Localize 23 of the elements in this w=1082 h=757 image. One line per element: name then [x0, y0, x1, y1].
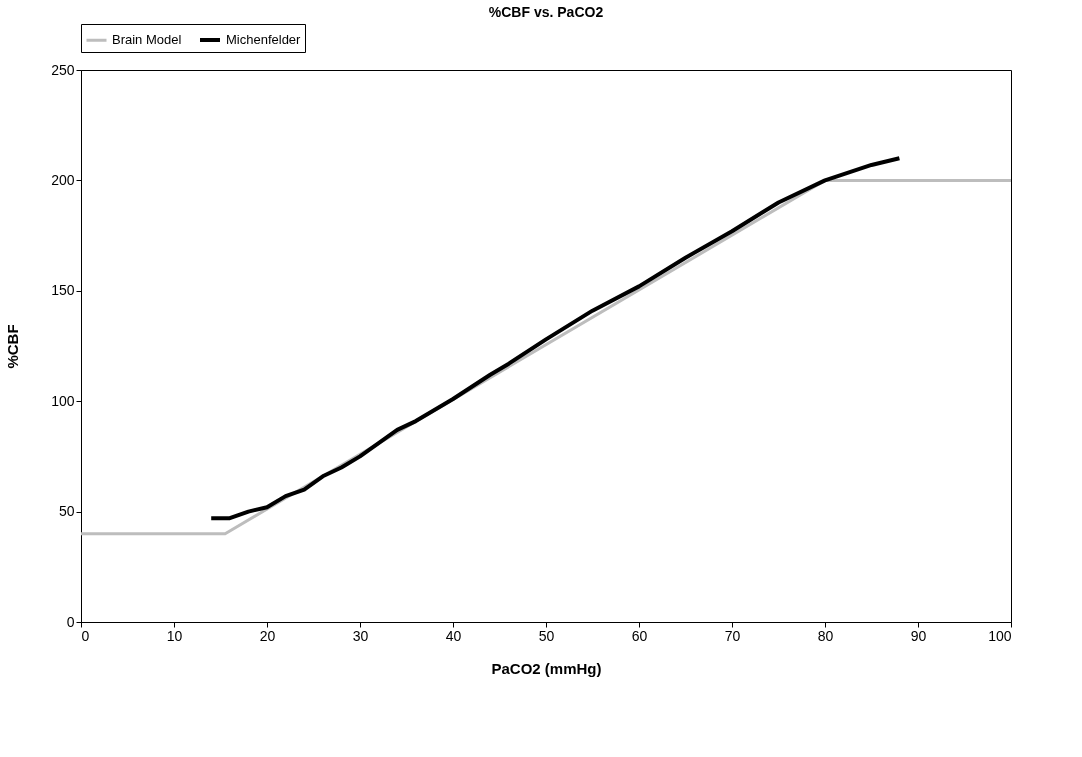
- x-tick-label: 80: [817, 627, 834, 644]
- chart-title: %CBF vs. PaCO2: [488, 3, 604, 20]
- x-tick-label: 90: [910, 627, 927, 644]
- legend-label: Brain Model: [112, 32, 182, 48]
- x-tick-label: 0: [81, 627, 90, 644]
- line-series: [209, 156, 902, 521]
- x-tick-label: 100: [988, 627, 1012, 644]
- x-axis-title: PaCO2 (mmHg): [491, 659, 602, 677]
- x-tick-label: 30: [352, 627, 369, 644]
- y-tick-label: 100: [51, 392, 75, 409]
- legend-label: Michenfelder: [226, 32, 302, 47]
- x-tick-label: 40: [445, 627, 462, 644]
- y-tick-label: 250: [51, 61, 75, 78]
- y-tick-label: 150: [51, 282, 75, 299]
- y-tick-label: 0: [66, 613, 75, 630]
- x-tick-label: 10: [166, 627, 183, 644]
- x-tick-label: 60: [631, 627, 648, 644]
- y-tick-label: 50: [58, 503, 75, 520]
- y-tick-label: 200: [51, 171, 75, 188]
- x-tick-label: 70: [724, 627, 741, 644]
- x-tick-label: 50: [538, 627, 555, 644]
- y-axis-title: %CBF: [4, 324, 22, 369]
- x-tick-label: 20: [259, 627, 276, 644]
